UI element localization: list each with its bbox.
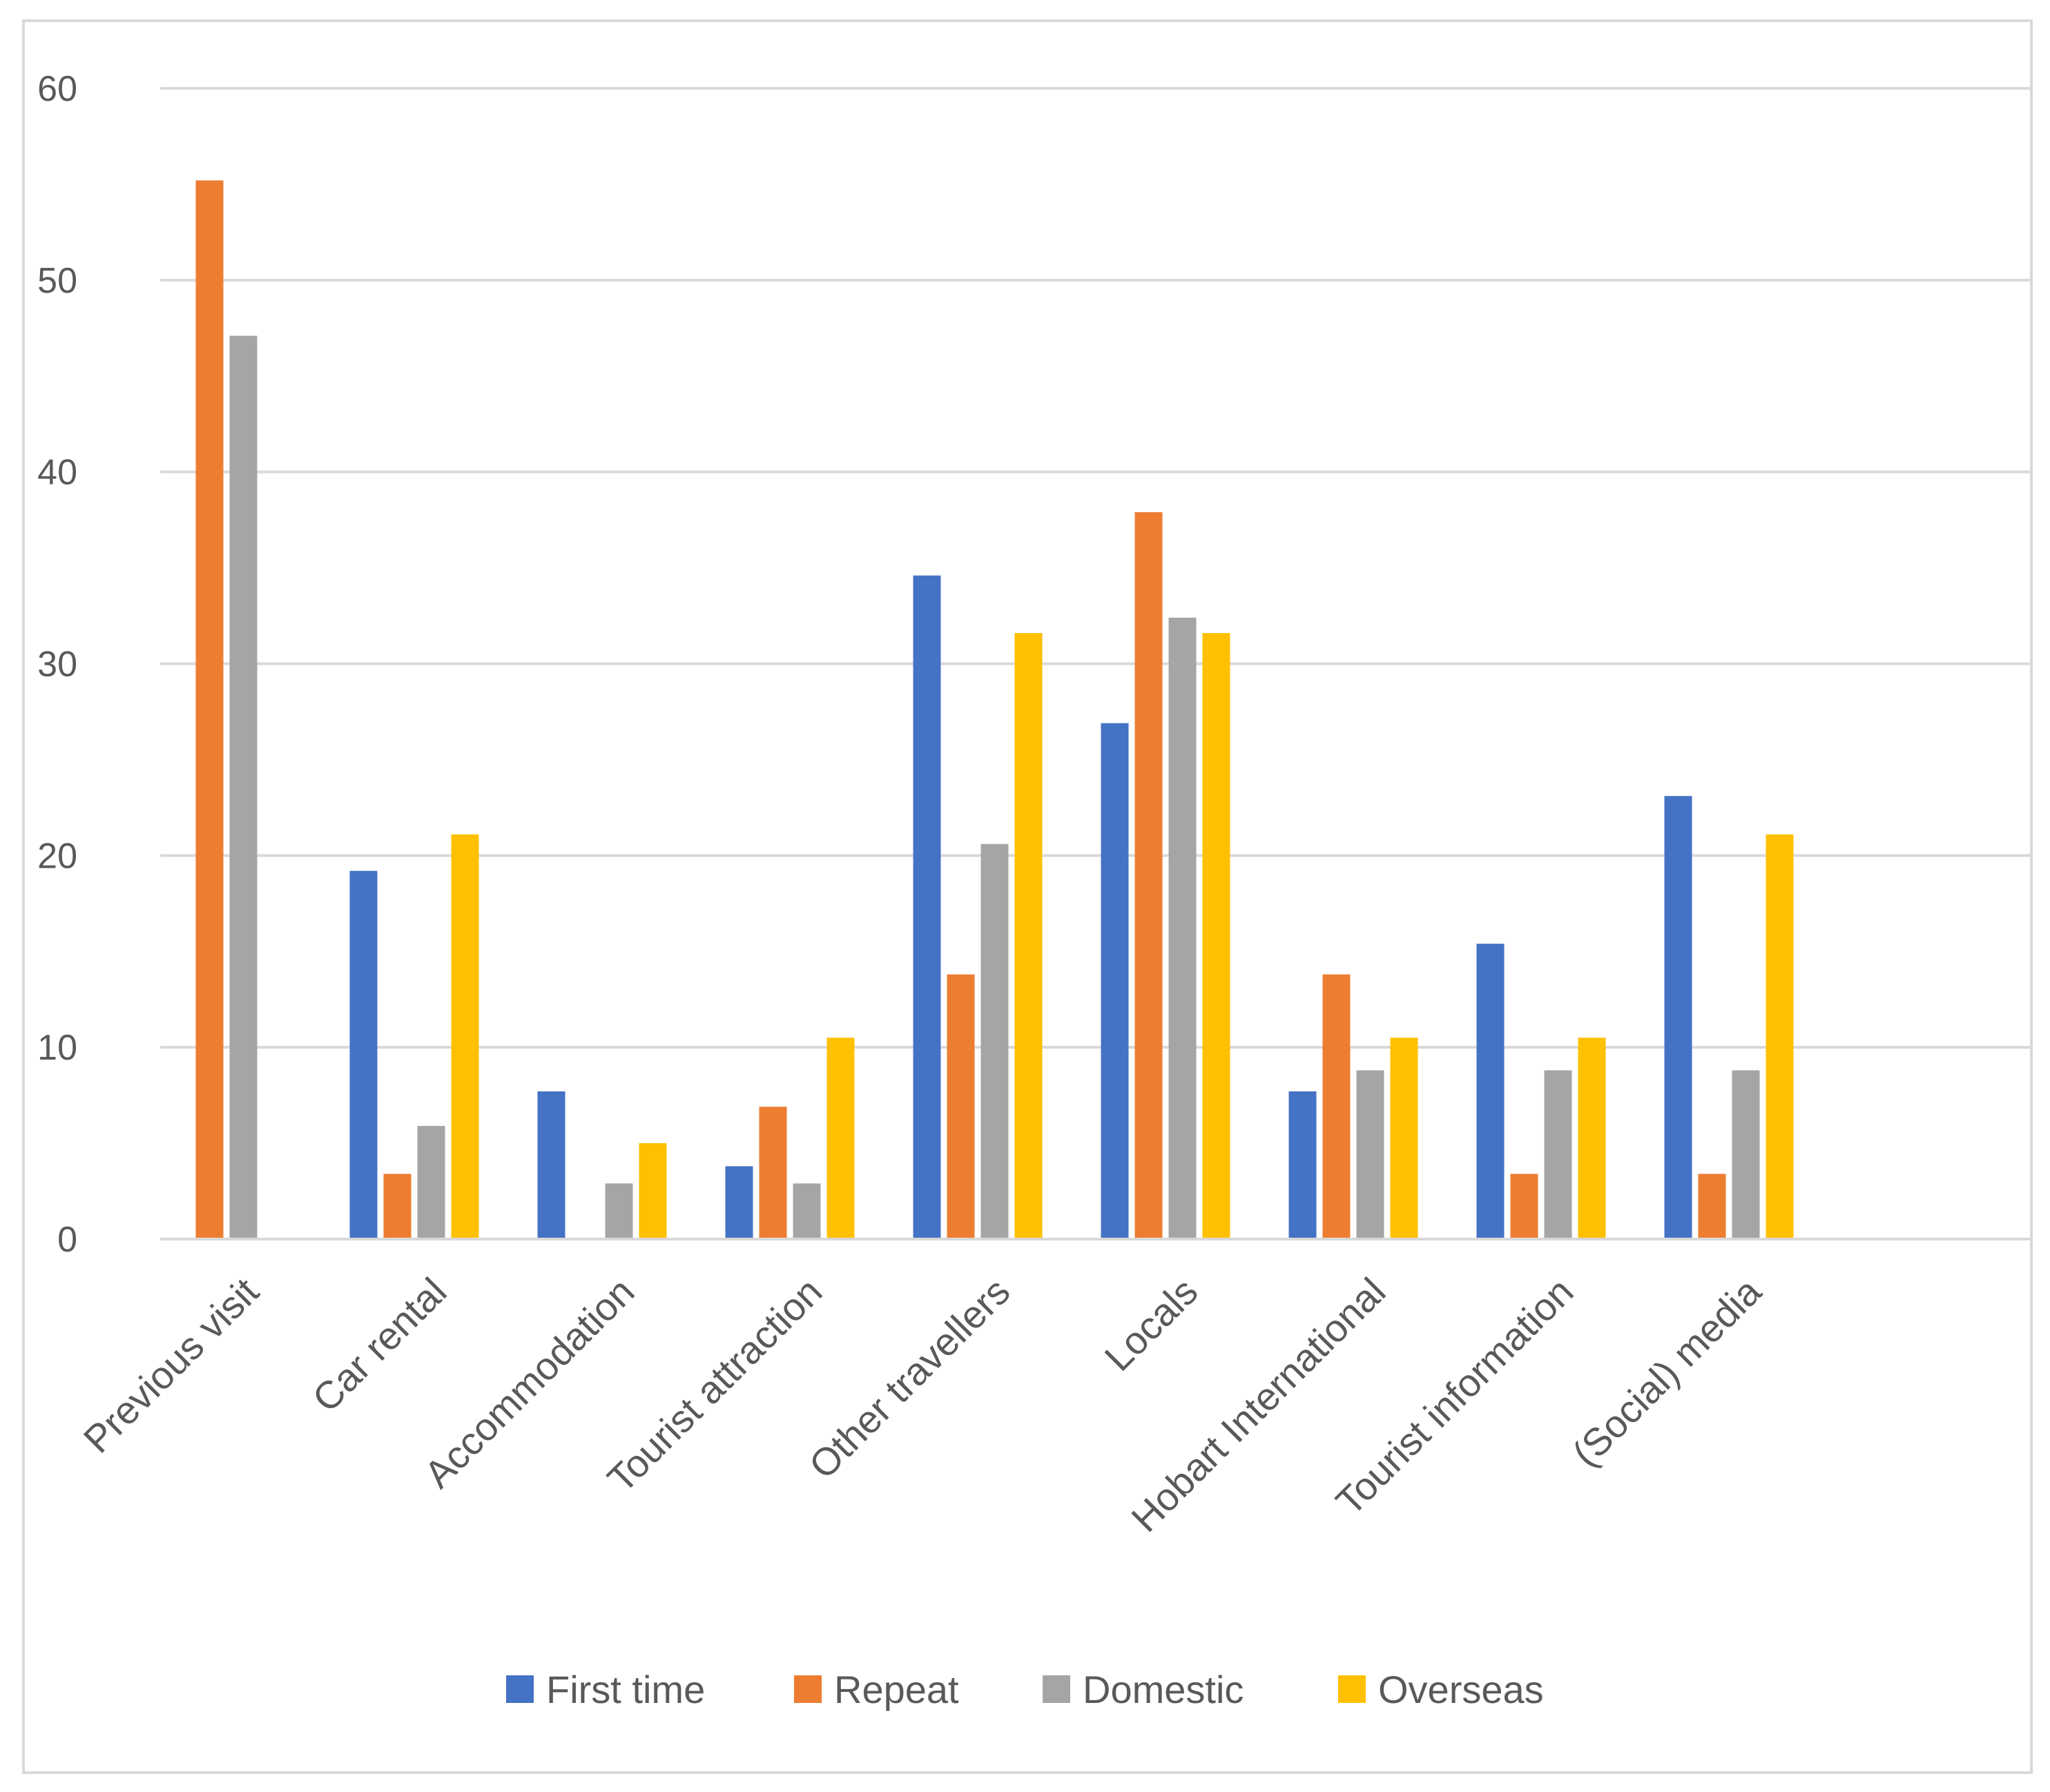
bar-repeat-5 <box>1134 512 1163 1239</box>
bar-domestic-3 <box>793 1183 821 1239</box>
bars <box>195 180 1794 1239</box>
bar-domestic-1 <box>417 1126 445 1239</box>
legend-label: Overseas <box>1378 1668 1544 1711</box>
bar-overseas-7 <box>1578 1038 1606 1239</box>
y-tick-label: 50 <box>37 261 77 301</box>
bar-overseas-8 <box>1766 834 1794 1239</box>
bar-domestic-2 <box>605 1183 633 1239</box>
bar-repeat-7 <box>1510 1173 1538 1239</box>
bar-domestic-6 <box>1356 1070 1384 1239</box>
y-tick-label: 30 <box>37 645 77 685</box>
bar-repeat-8 <box>1698 1173 1726 1239</box>
legend-label: Repeat <box>834 1668 959 1711</box>
bar-repeat-4 <box>947 974 975 1239</box>
y-tick-label: 40 <box>37 453 77 493</box>
bar-first-time-2 <box>537 1091 565 1239</box>
bar-domestic-4 <box>980 844 1009 1239</box>
bar-repeat-1 <box>383 1173 412 1239</box>
bar-first-time-8 <box>1664 796 1692 1239</box>
bar-first-time-7 <box>1476 944 1505 1239</box>
bar-first-time-4 <box>913 575 941 1239</box>
legend-swatch-domestic <box>1043 1675 1070 1703</box>
y-tick-label: 0 <box>57 1220 77 1260</box>
bar-overseas-4 <box>1014 633 1043 1239</box>
bar-overseas-6 <box>1390 1038 1418 1239</box>
y-tick-label: 10 <box>37 1028 77 1068</box>
bar-repeat-3 <box>759 1107 787 1239</box>
y-axis-ticks: 0 10 20 30 40 50 60 <box>37 69 77 1260</box>
bar-first-time-3 <box>725 1166 753 1239</box>
legend-label: Domestic <box>1083 1668 1244 1711</box>
bar-overseas-1 <box>451 834 479 1239</box>
legend-swatch-first-time <box>506 1675 534 1703</box>
bar-domestic-5 <box>1168 617 1197 1239</box>
bar-repeat-0 <box>195 180 224 1239</box>
bar-first-time-1 <box>349 870 378 1239</box>
bar-first-time-5 <box>1101 723 1129 1239</box>
y-tick-label: 20 <box>37 836 77 876</box>
bar-first-time-6 <box>1288 1091 1317 1239</box>
bar-domestic-7 <box>1544 1070 1572 1239</box>
y-tick-label: 60 <box>37 69 77 109</box>
bar-overseas-5 <box>1202 633 1230 1239</box>
bar-domestic-8 <box>1732 1070 1760 1239</box>
bar-overseas-3 <box>826 1038 855 1239</box>
legend-swatch-repeat <box>794 1675 822 1703</box>
legend-swatch-overseas <box>1338 1675 1366 1703</box>
bar-domestic-0 <box>229 335 258 1239</box>
legend-label: First time <box>546 1668 705 1711</box>
bar-repeat-6 <box>1322 974 1351 1239</box>
legend: First time Repeat Domestic Overseas <box>506 1668 1544 1711</box>
bar-overseas-2 <box>639 1143 667 1239</box>
